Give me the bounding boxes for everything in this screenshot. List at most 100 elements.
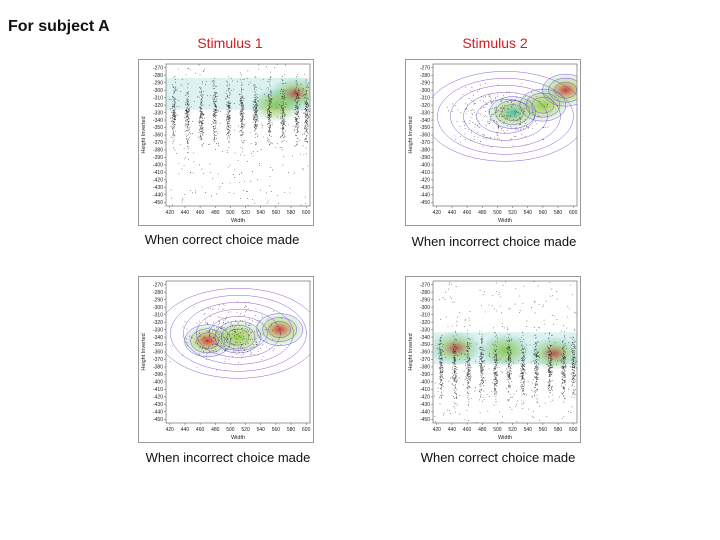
contour-line bbox=[196, 332, 219, 350]
contour-line bbox=[476, 99, 535, 134]
y-tick-label: -440 bbox=[153, 409, 163, 415]
y-axis-label: Height Inverted bbox=[141, 116, 147, 153]
y-tick-label: -310 bbox=[420, 312, 430, 318]
y-tick-label: -430 bbox=[153, 185, 163, 191]
y-tick-label: -320 bbox=[153, 103, 163, 109]
y-tick-label: -270 bbox=[420, 65, 430, 71]
x-tick-label: 500 bbox=[226, 427, 235, 433]
y-tick-label: -320 bbox=[420, 320, 430, 326]
x-tick-label: 520 bbox=[508, 210, 517, 216]
chart-bottom-right: -270 -280-290 -300-310 -320-330 -340-350 -360… bbox=[405, 276, 581, 443]
column-header-stimulus-1: Stimulus 1 bbox=[197, 35, 263, 51]
x-tick-label: 600 bbox=[569, 427, 578, 433]
density-band bbox=[433, 332, 577, 365]
y-tick-label: -270 bbox=[420, 282, 430, 288]
y-tick-label: -450 bbox=[420, 200, 430, 206]
y-tick-label: -430 bbox=[420, 402, 430, 408]
contour-line bbox=[190, 328, 225, 354]
y-tick-label: -340 bbox=[153, 335, 163, 341]
contour-line bbox=[433, 71, 577, 162]
y-axis-label: Height Inverted bbox=[141, 333, 147, 370]
y-tick-label: -360 bbox=[153, 133, 163, 139]
y-tick-label: -360 bbox=[420, 133, 430, 139]
y-tick-label: -390 bbox=[153, 372, 163, 378]
y-tick-label: -300 bbox=[153, 88, 163, 94]
x-tick-label: 580 bbox=[287, 427, 296, 433]
caption-bottom-right: When correct choice made bbox=[420, 450, 576, 465]
y-tick-label: -320 bbox=[420, 103, 430, 109]
y-tick-label: -280 bbox=[420, 73, 430, 79]
y-tick-label: -350 bbox=[420, 342, 430, 348]
y-tick-label: -330 bbox=[420, 110, 430, 116]
y-tick-label: -430 bbox=[420, 185, 430, 191]
y-tick-label: -270 bbox=[153, 65, 163, 71]
x-tick-label: 540 bbox=[257, 210, 266, 216]
x-tick-label: 420 bbox=[433, 427, 442, 433]
y-tick-label: -350 bbox=[153, 125, 163, 131]
plot-content bbox=[433, 71, 577, 162]
y-tick-label: -340 bbox=[153, 118, 163, 124]
plot-content bbox=[433, 281, 577, 423]
y-axis-label: Height Inverted bbox=[408, 333, 414, 370]
contour-line bbox=[214, 320, 262, 354]
y-tick-label: -390 bbox=[153, 155, 163, 161]
chart-top-left: -270 -280-290 -300-310 -320-330 -340-350 -360… bbox=[138, 59, 314, 226]
x-tick-label: 520 bbox=[508, 427, 517, 433]
x-tick-label: 600 bbox=[302, 427, 311, 433]
x-tick-label: 480 bbox=[478, 210, 487, 216]
contour-line bbox=[220, 324, 256, 350]
y-tick-label: -280 bbox=[153, 73, 163, 79]
caption-top-right: When incorrect choice made bbox=[411, 234, 577, 249]
y-tick-label: -280 bbox=[153, 290, 163, 296]
x-tick-label: 600 bbox=[569, 210, 578, 216]
y-tick-label: -330 bbox=[420, 327, 430, 333]
y-tick-label: -410 bbox=[153, 387, 163, 393]
x-tick-label: 580 bbox=[554, 427, 563, 433]
x-tick-label: 440 bbox=[181, 210, 190, 216]
x-tick-label: 580 bbox=[287, 210, 296, 216]
contour-line bbox=[489, 96, 536, 129]
x-tick-label: 540 bbox=[524, 427, 533, 433]
caption-bottom-left: When incorrect choice made bbox=[145, 450, 311, 465]
y-tick-label: -400 bbox=[153, 380, 163, 386]
x-tick-label: 440 bbox=[181, 427, 190, 433]
y-tick-label: -390 bbox=[420, 155, 430, 161]
contour-line bbox=[495, 100, 530, 125]
x-tick-label: 460 bbox=[463, 210, 472, 216]
y-tick-label: -300 bbox=[420, 88, 430, 94]
contour-line bbox=[519, 88, 567, 122]
x-tick-label: 480 bbox=[478, 427, 487, 433]
x-tick-label: 560 bbox=[539, 210, 548, 216]
y-axis-label: Height Inverted bbox=[408, 116, 414, 153]
contour-line bbox=[170, 295, 307, 372]
y-tick-label: -380 bbox=[420, 365, 430, 371]
y-tick-label: -290 bbox=[153, 297, 163, 303]
x-tick-label: 560 bbox=[272, 210, 281, 216]
y-tick-label: -310 bbox=[153, 312, 163, 318]
x-tick-label: 540 bbox=[524, 210, 533, 216]
y-tick-label: -340 bbox=[420, 335, 430, 341]
x-tick-label: 420 bbox=[166, 210, 175, 216]
y-tick-label: -440 bbox=[153, 192, 163, 198]
y-tick-label: -300 bbox=[420, 305, 430, 311]
x-tick-label: 500 bbox=[226, 210, 235, 216]
y-tick-label: -290 bbox=[420, 80, 430, 86]
y-tick-label: -410 bbox=[420, 170, 430, 176]
caption-top-left: When correct choice made bbox=[144, 232, 300, 247]
x-tick-label: 600 bbox=[302, 210, 311, 216]
x-axis-label: Width bbox=[498, 218, 512, 224]
y-tick-label: -290 bbox=[420, 297, 430, 303]
x-tick-label: 520 bbox=[241, 210, 250, 216]
y-tick-label: -450 bbox=[153, 417, 163, 423]
density-hotspot bbox=[528, 336, 577, 371]
y-tick-label: -350 bbox=[420, 125, 430, 131]
y-tick-label: -310 bbox=[420, 95, 430, 101]
contour-line bbox=[184, 324, 231, 358]
y-tick-label: -370 bbox=[153, 357, 163, 363]
density-hotspot bbox=[249, 88, 302, 123]
x-tick-label: 560 bbox=[539, 427, 548, 433]
y-tick-label: -290 bbox=[153, 80, 163, 86]
contour-line bbox=[256, 313, 303, 346]
y-tick-label: -340 bbox=[420, 118, 430, 124]
column-header-stimulus-2: Stimulus 2 bbox=[462, 35, 528, 51]
